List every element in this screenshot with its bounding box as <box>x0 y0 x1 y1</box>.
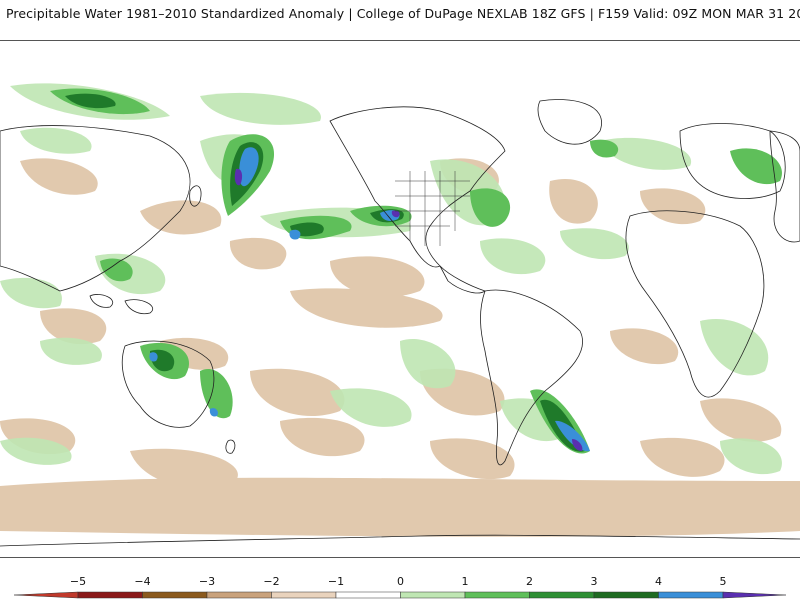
max-patch <box>149 352 158 362</box>
indonesia-outline <box>89 294 153 315</box>
state-grid <box>395 171 470 246</box>
colorbar-tick-label: 4 <box>655 575 662 588</box>
colorbar-tick-label: −2 <box>263 575 279 588</box>
colorbar-tick-label: 1 <box>462 575 469 588</box>
positive-patch <box>200 92 321 125</box>
japan-outline <box>189 185 202 207</box>
negative-patch <box>229 237 287 270</box>
map-title: Precipitable Water 1981–2010 Standardize… <box>6 6 800 21</box>
colorbar-segment <box>206 591 272 599</box>
positive-patch <box>480 238 546 275</box>
colorbar-segment <box>271 591 337 599</box>
positive-patch <box>590 139 619 158</box>
us-state-lines <box>395 171 470 246</box>
negative-patch <box>20 158 98 195</box>
colorbar-tick-label: −5 <box>70 575 86 588</box>
anomaly-map <box>0 41 800 557</box>
positive-patch <box>40 337 102 365</box>
header: Precipitable Water 1981–2010 Standardize… <box>0 0 800 30</box>
negative-patch <box>290 288 443 328</box>
positive-patch <box>0 277 62 309</box>
negative-patch <box>640 437 725 477</box>
colorbar-segment <box>400 591 466 599</box>
negative-patch <box>700 398 782 442</box>
positive-patch <box>700 319 769 376</box>
colorbar: −5 −4 −3 −2 −1 0 1 2 3 4 5 <box>0 570 800 600</box>
africa-outline <box>625 210 765 398</box>
positive-patch <box>200 369 233 419</box>
colorbar-tick-label: 0 <box>397 575 404 588</box>
colorbar-segment <box>335 591 401 599</box>
negative-patch <box>549 179 598 224</box>
max-patch <box>209 408 218 417</box>
colorbar-tick-label: −3 <box>199 575 215 588</box>
colorbar-bar <box>13 591 787 599</box>
colorbar-tick-label: 5 <box>720 575 727 588</box>
max-patch <box>555 420 590 452</box>
greenland-outline <box>537 99 602 145</box>
colorbar-tick-label: −4 <box>134 575 150 588</box>
europe-outline <box>679 123 786 199</box>
max-patch <box>289 229 301 240</box>
colorbar-tick-labels: −5 −4 −3 −2 −1 0 1 2 3 4 5 <box>70 575 727 588</box>
colorbar-segment <box>464 591 530 599</box>
negative-patch <box>280 417 365 457</box>
positive-patch <box>470 188 511 227</box>
colorbar-segment <box>77 591 143 599</box>
colorbar-segment <box>658 591 724 599</box>
colorbar-svg: −5 −4 −3 −2 −1 0 1 2 3 4 5 <box>13 575 787 599</box>
colorbar-tick-label: −1 <box>328 575 344 588</box>
positive-patch <box>100 258 133 282</box>
colorbar-segment <box>142 591 208 599</box>
positive-anomaly-max-layer <box>149 147 590 452</box>
positive-patch <box>730 148 782 185</box>
max-patch <box>234 168 243 186</box>
asia-east-outline <box>769 130 800 243</box>
positive-patch <box>330 388 412 427</box>
colorbar-segment <box>593 591 659 599</box>
positive-patch <box>20 127 92 154</box>
colorbar-segment <box>529 591 595 599</box>
map-frame <box>0 40 800 558</box>
coastlines <box>0 99 800 547</box>
australia-outline <box>121 340 215 428</box>
positive-patch <box>65 93 116 109</box>
max-patch <box>239 147 259 187</box>
south-america-outline <box>480 289 583 466</box>
antarctica-outline <box>0 534 800 547</box>
colorbar-tick-label: 3 <box>591 575 598 588</box>
positive-patch <box>560 228 629 260</box>
negative-patch <box>0 477 800 537</box>
negative-patch <box>610 328 679 365</box>
colorbar-right-arrow <box>722 591 787 599</box>
positive-patch <box>600 137 692 170</box>
positive-patch <box>400 339 456 389</box>
max-patch <box>391 210 400 218</box>
negative-patch <box>330 256 425 297</box>
negative-patch <box>640 188 706 225</box>
negative-patch <box>430 438 515 480</box>
new-zealand-outline <box>225 439 236 454</box>
positive-patch <box>720 438 782 475</box>
positive-patch <box>0 437 72 465</box>
negative-patch <box>250 368 345 417</box>
negative-patch <box>140 200 222 235</box>
max-patch <box>572 439 583 451</box>
negative-patch <box>40 308 107 345</box>
asia-outline <box>0 125 191 292</box>
colorbar-left-arrow <box>13 591 79 599</box>
colorbar-tick-label: 2 <box>526 575 533 588</box>
